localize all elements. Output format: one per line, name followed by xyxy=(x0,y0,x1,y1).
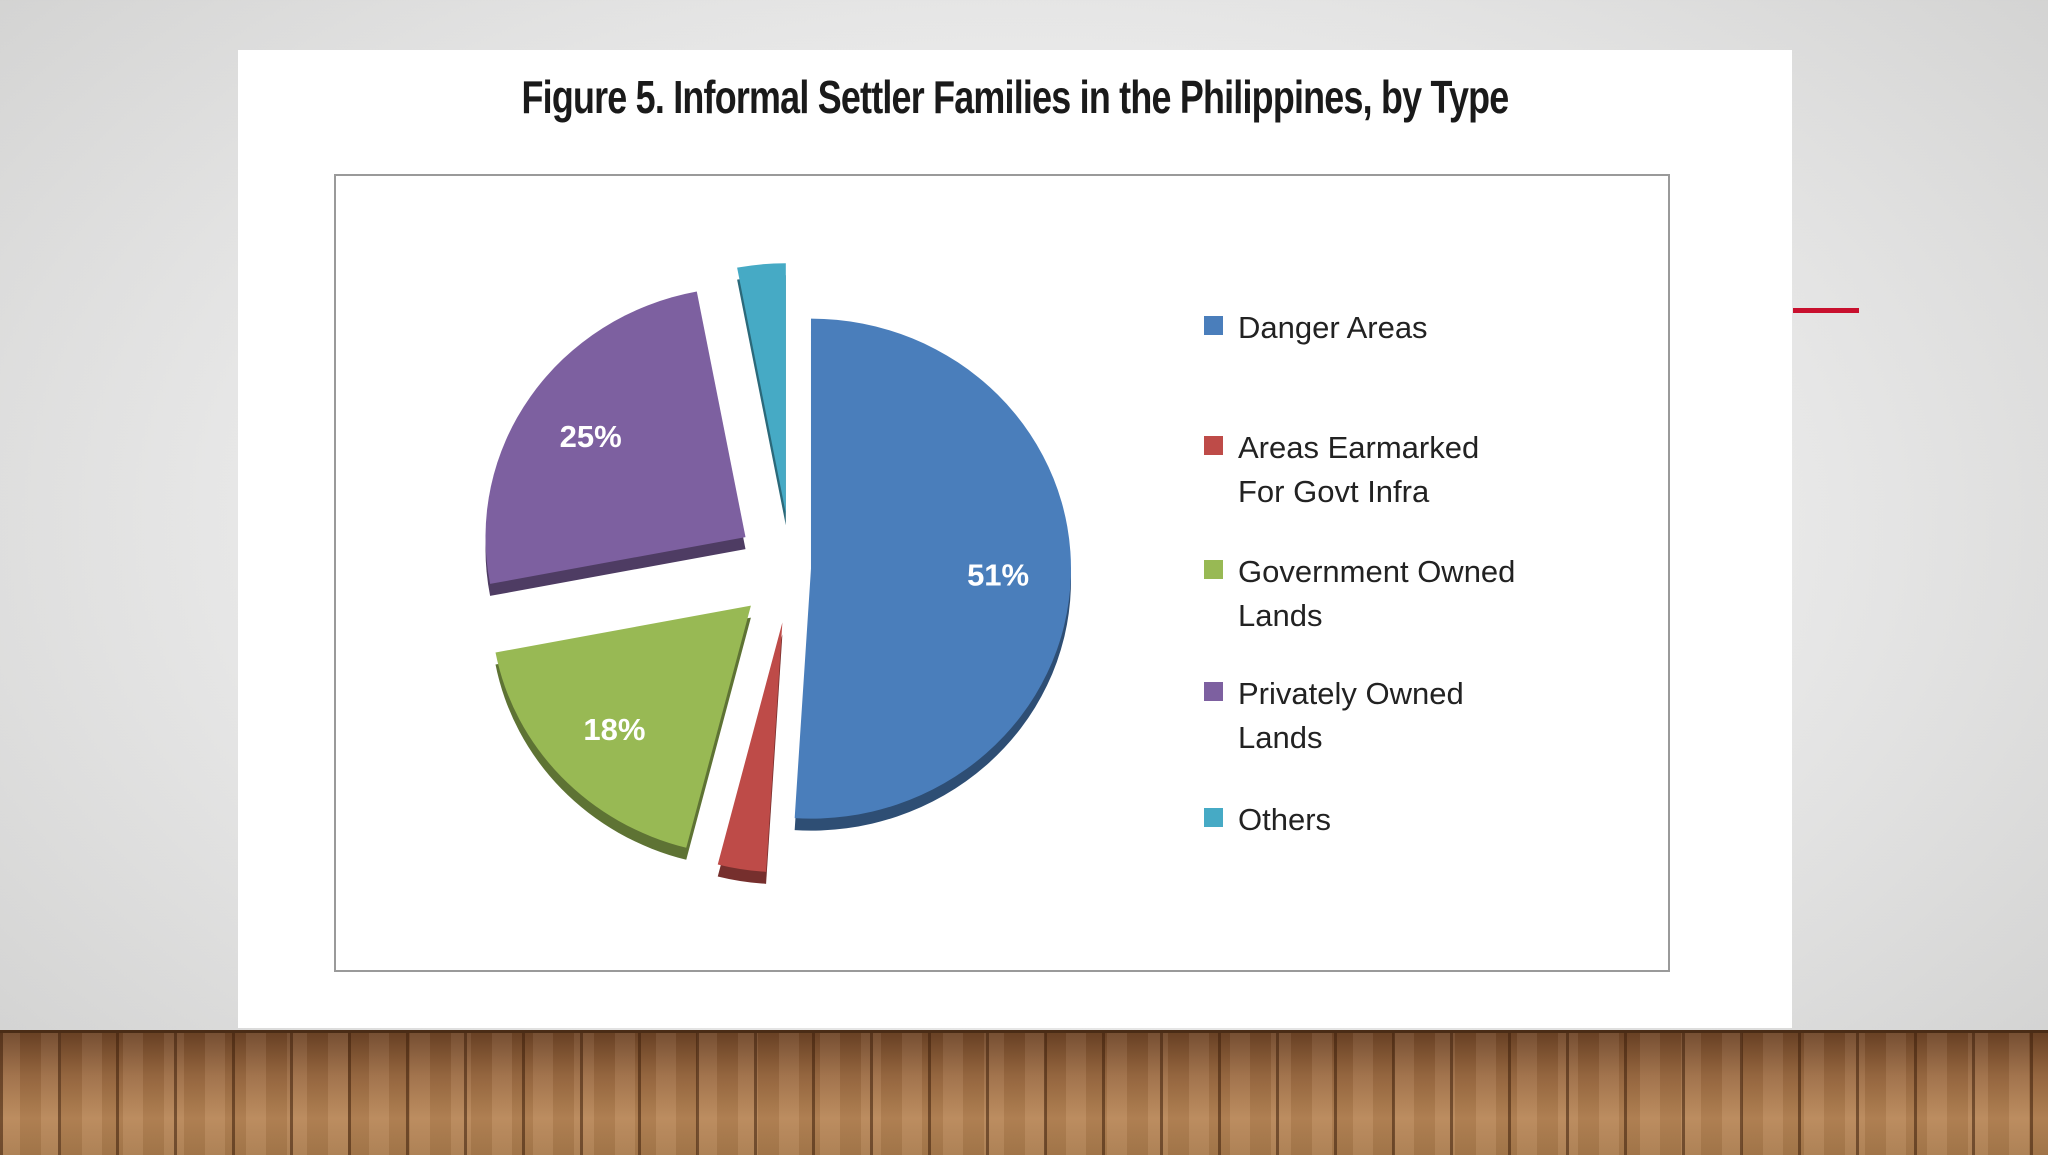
pie-slice-danger-areas xyxy=(794,318,1071,819)
slice-label: 18% xyxy=(583,712,645,747)
pie-slice-areas-earmarked-for-govt-infra xyxy=(717,622,783,872)
accent-line xyxy=(1793,308,1859,313)
legend-swatch xyxy=(1204,560,1223,579)
slice-label: 25% xyxy=(560,419,622,454)
wooden-floor xyxy=(0,1030,2048,1155)
figure-image: Figure 5. Informal Settler Families in t… xyxy=(238,50,1792,1028)
chart-legend: Danger Areas Areas Earmarked For Govt Inf… xyxy=(1204,176,1644,936)
legend-label: Areas Earmarked For Govt Infra xyxy=(1238,430,1480,509)
legend-swatch xyxy=(1204,808,1223,827)
pie-chart: 51% 18% 25% xyxy=(485,263,1071,884)
pie-slice-government-owned-lands xyxy=(495,605,751,848)
pie-slice-privately-owned-lands xyxy=(485,291,746,584)
legend-label: Privately Owned Lands xyxy=(1238,676,1464,755)
legend-label: Danger Areas xyxy=(1238,310,1428,345)
legend-swatch xyxy=(1204,682,1223,701)
chart-title: Figure 5. Informal Settler Families in t… xyxy=(521,71,1510,123)
legend-label: Government Owned Lands xyxy=(1238,554,1516,633)
legend-swatch xyxy=(1204,436,1223,455)
slice-label: 51% xyxy=(967,557,1029,592)
chart-area: 51% 18% 25% Danger Areas Areas Earmarked Fo… xyxy=(334,174,1670,972)
legend-swatch xyxy=(1204,316,1223,335)
legend-label: Others xyxy=(1238,802,1332,837)
pie-slice-others xyxy=(737,263,786,514)
